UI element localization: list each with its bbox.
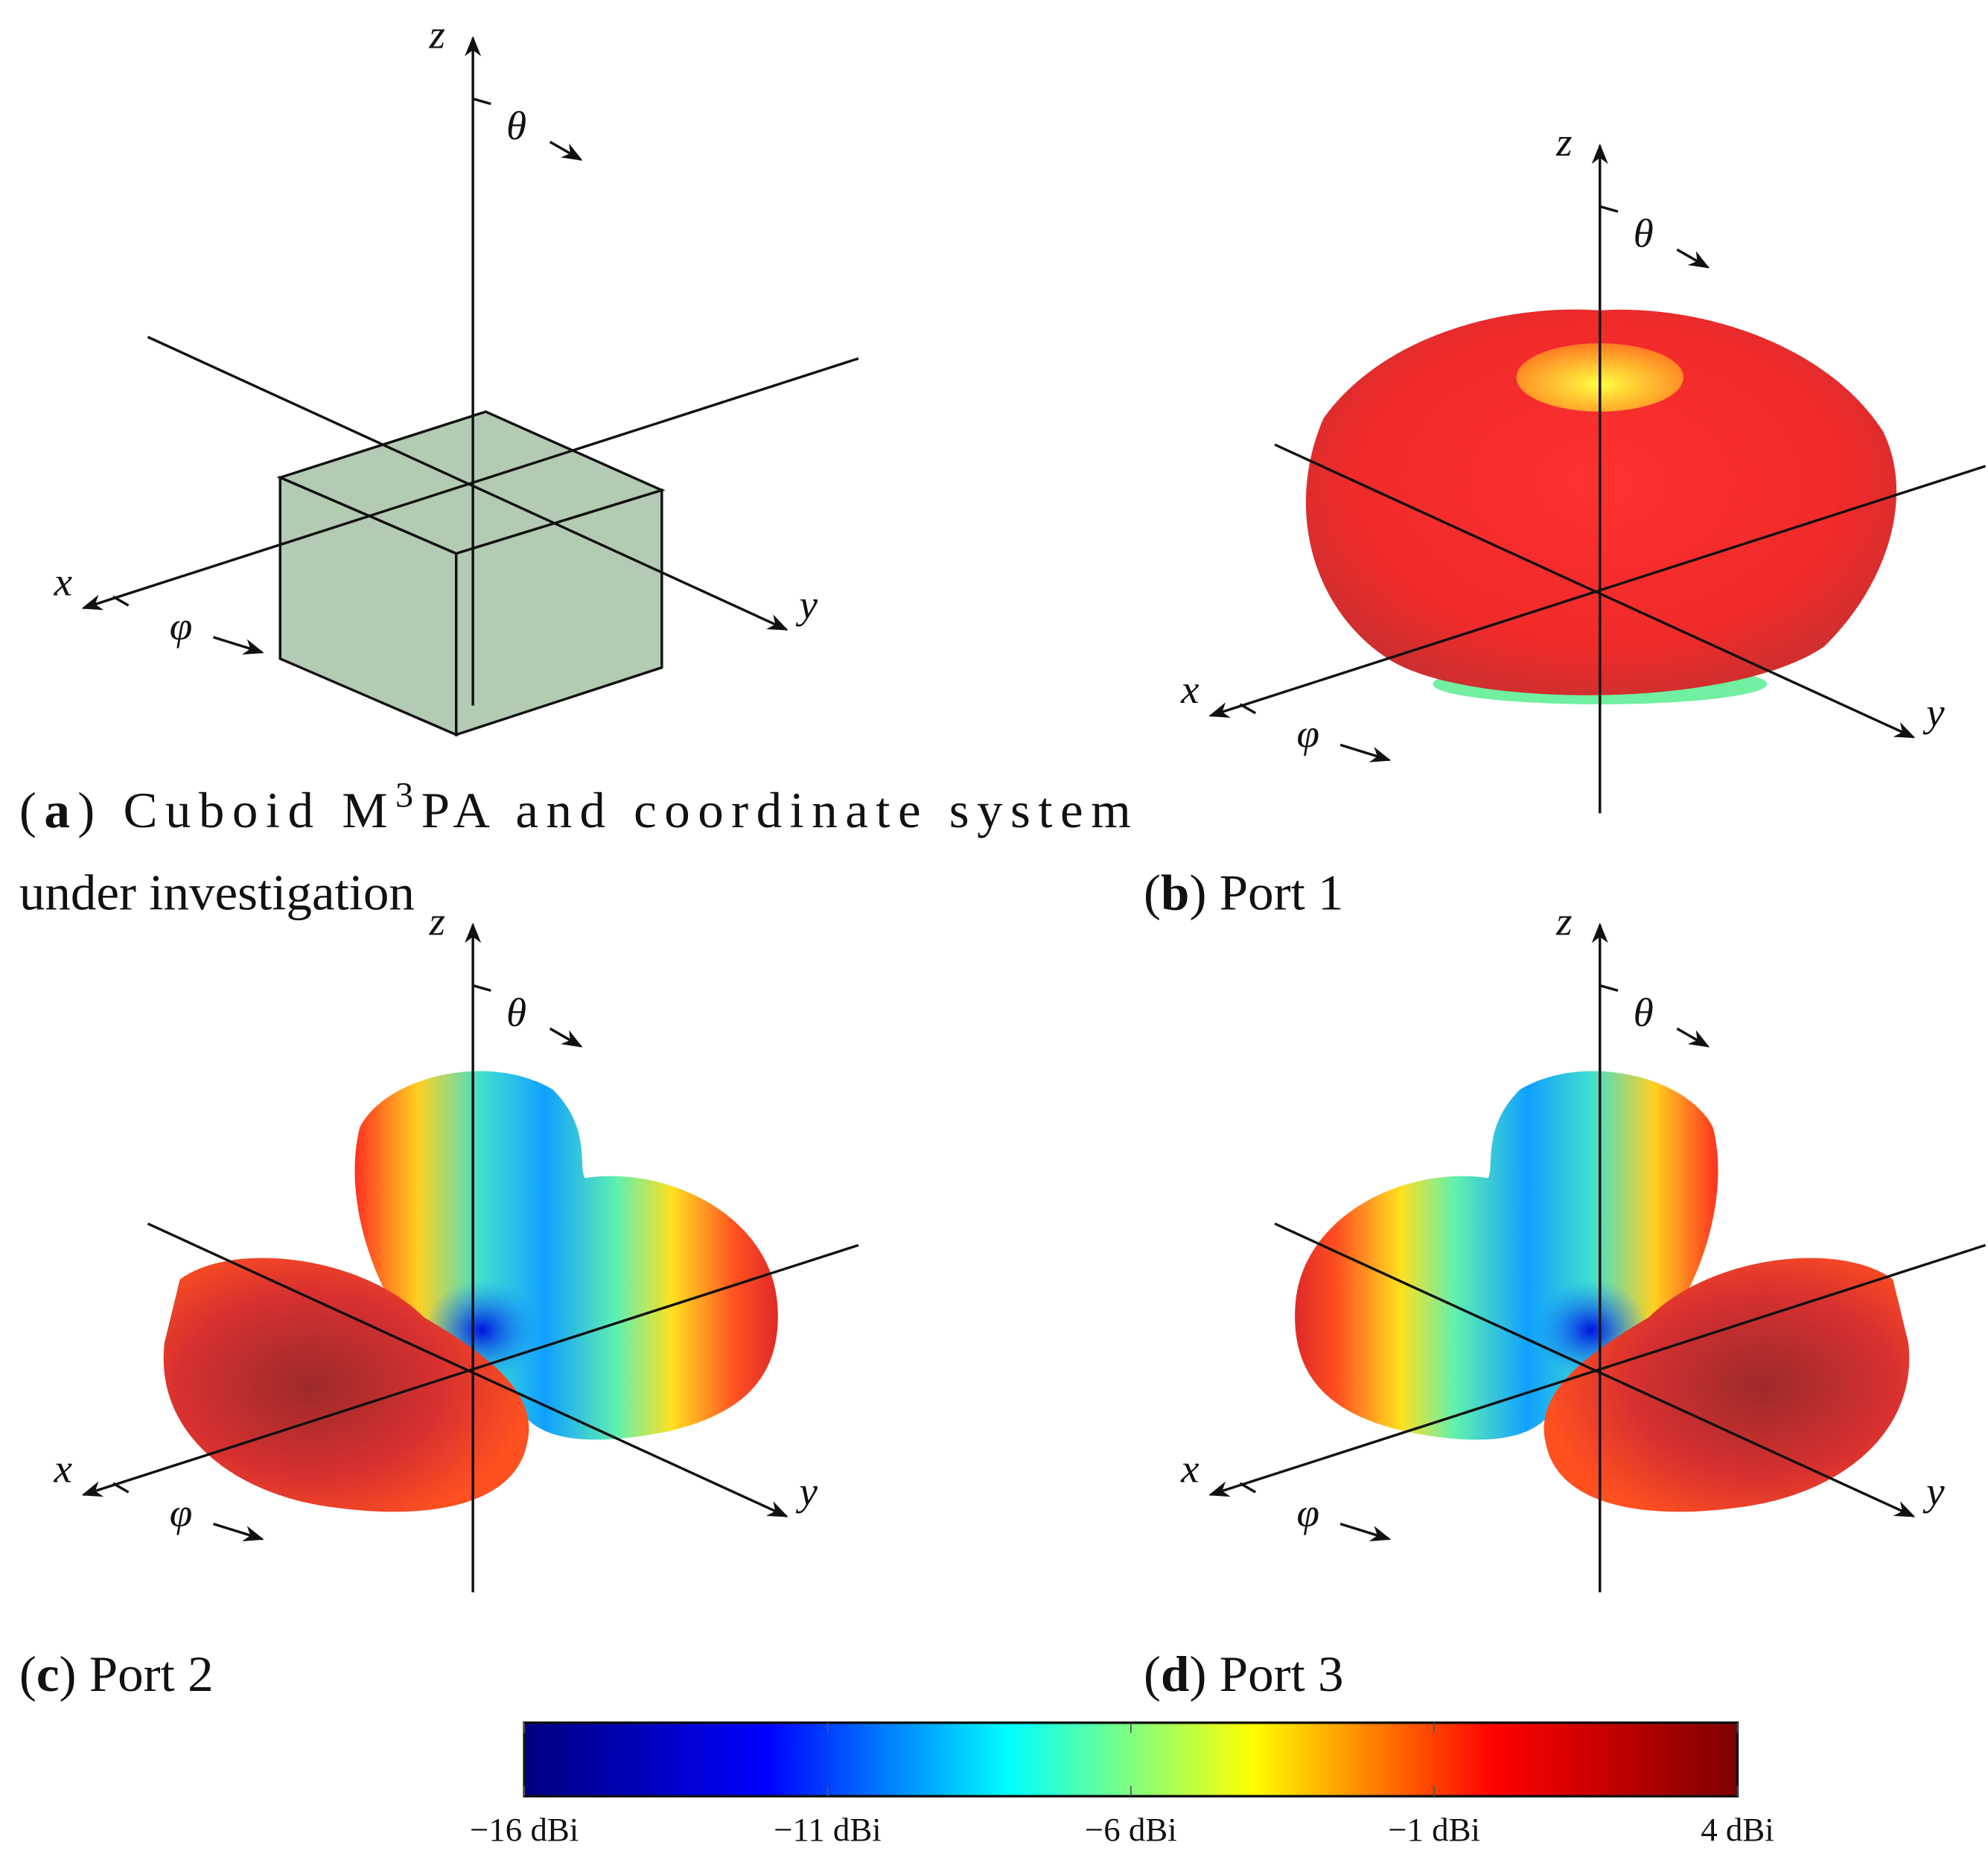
theta-tick — [1599, 984, 1619, 992]
colorbar-tick-label: −16 dBi — [470, 1811, 579, 1848]
x-label: x — [53, 559, 72, 605]
phi-label: φ — [1296, 711, 1319, 757]
y-label: y — [1922, 689, 1945, 735]
theta-tick — [472, 98, 491, 106]
panel-axes: z θ x φ y — [1180, 899, 1987, 1593]
z-label: z — [1555, 120, 1573, 165]
theta-label: θ — [506, 103, 526, 148]
theta-label: θ — [1634, 990, 1654, 1035]
caption-part: ( — [19, 782, 36, 838]
caption-a: (a) Cuboid M 3 PA and coordinate system — [19, 776, 1131, 838]
caption-c: (c) Port 2 — [19, 1646, 214, 1702]
caption-letter: d — [1161, 1646, 1189, 1702]
theta-tick — [1599, 205, 1619, 213]
caption-letter: c — [36, 1646, 60, 1702]
caption-part: ) Port 3 — [1189, 1646, 1343, 1702]
caption-part: ( — [1144, 1646, 1161, 1702]
colorbar-tick-label: −1 dBi — [1388, 1811, 1480, 1848]
caption-part: ) Port 2 — [60, 1646, 214, 1702]
caption-part: ) Port 1 — [1189, 864, 1343, 920]
theta-arrow — [1676, 248, 1710, 269]
z-label: z — [428, 12, 445, 57]
pattern-port-3 — [1295, 1071, 1910, 1512]
z-label: z — [428, 899, 445, 944]
panel-axes: z θ x φ y — [53, 12, 859, 706]
phi-tick — [1239, 703, 1257, 715]
colorbar-scale — [523, 1721, 1739, 1798]
phi-tick — [112, 595, 130, 607]
phi-label: φ — [170, 603, 193, 649]
pattern-port-2 — [163, 1071, 778, 1512]
z-label: z — [1555, 899, 1573, 944]
colorbar-tick-label: 4 dBi — [1701, 1811, 1774, 1848]
panel-axes: z θ x φ y — [53, 899, 859, 1593]
phi-tick — [1239, 1482, 1257, 1494]
phi-label: φ — [170, 1490, 193, 1535]
colorbar-tick-label: −6 dBi — [1085, 1811, 1177, 1848]
phi-arrow — [1339, 1522, 1392, 1541]
caption-b: (b) Port 1 — [1144, 864, 1343, 920]
colorbar: −16 dBi −11 dBi −6 dBi −1 dBi 4 dBi — [470, 1721, 1774, 1848]
theta-arrow — [1676, 1027, 1710, 1048]
phi-arrow — [212, 1522, 264, 1541]
theta-tick — [472, 984, 491, 992]
y-label: y — [1922, 1468, 1945, 1514]
theta-label: θ — [1634, 211, 1654, 256]
caption-sup: 3 — [395, 776, 413, 815]
theta-label: θ — [506, 990, 526, 1035]
theta-arrow — [549, 141, 583, 161]
x-axis — [1208, 465, 1987, 718]
y-label: y — [795, 1468, 818, 1514]
theta-arrow — [549, 1027, 583, 1048]
cuboid — [276, 410, 666, 737]
phi-label: φ — [1296, 1490, 1319, 1535]
caption-part: PA and coordinate system — [421, 782, 1131, 838]
y-label: y — [795, 582, 818, 628]
caption-a-line2: under investigation — [19, 864, 415, 920]
caption-letter: b — [1161, 864, 1189, 920]
colorbar-tick-label: −11 dBi — [774, 1811, 882, 1848]
phi-tick — [112, 1482, 130, 1494]
x-axis — [1208, 1243, 1987, 1497]
caption-letter: a — [44, 782, 70, 838]
panel-axes: z θ x φ y — [1180, 120, 1987, 814]
x-label: x — [53, 1446, 72, 1491]
axes: z θ x φ y z θ x φ y z θ x φ y z θ x φ y — [53, 12, 1987, 1593]
phi-arrow — [212, 636, 264, 655]
x-label: x — [1180, 1446, 1200, 1491]
x-label: x — [1180, 667, 1200, 713]
caption-part: ) Cuboid M — [77, 782, 387, 838]
caption-part: ( — [19, 1646, 36, 1702]
caption-part: ( — [1144, 864, 1161, 920]
caption-d: (d) Port 3 — [1144, 1646, 1343, 1702]
x-axis — [81, 357, 859, 611]
phi-arrow — [1339, 743, 1392, 762]
x-axis — [81, 1243, 859, 1497]
